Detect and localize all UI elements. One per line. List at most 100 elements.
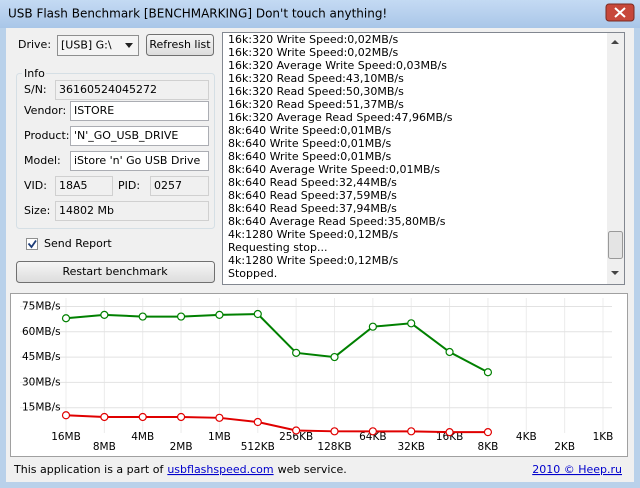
field-value: 36160524045272 — [59, 83, 157, 96]
data-point — [138, 312, 147, 321]
scrollbar[interactable] — [607, 33, 624, 284]
field-label: PID: — [118, 179, 140, 192]
field-value: 'N'_GO_USB_DRIVE — [74, 129, 178, 142]
restart-button-label: Restart benchmark — [62, 265, 168, 278]
data-point — [368, 322, 377, 331]
log-line: 4k:1280 Write Speed:0,12MB/s — [228, 254, 399, 267]
x-tick-label: 512KB — [241, 441, 275, 453]
field-value: ISTORE — [74, 104, 114, 117]
series-line — [65, 414, 488, 434]
log-line: Requesting stop... — [228, 241, 327, 254]
field-label: Size: — [24, 204, 50, 217]
field-box — [70, 101, 209, 121]
y-tick-label: 60MB/s — [22, 326, 61, 338]
x-tick-label: 32KB — [397, 441, 424, 453]
drive-selected: [USB] G:\ — [61, 39, 112, 52]
data-point — [138, 412, 147, 422]
scroll-thumb[interactable] — [608, 231, 623, 259]
log-line: 8k:640 Read Speed:37,59MB/s — [228, 189, 397, 202]
info-title-bg — [22, 68, 46, 80]
log-line: 8k:640 Write Speed:0,01MB/s — [228, 150, 392, 163]
field-box — [150, 176, 209, 196]
data-point — [100, 412, 109, 422]
data-point — [330, 352, 339, 362]
check-mark — [27, 239, 37, 249]
dropdown-arrow — [125, 43, 133, 48]
footer-right-link[interactable]: 2010 © Heep.ru — [532, 463, 622, 476]
field-label: Vendor: — [24, 104, 66, 117]
log-line: 8k:640 Write Speed:0,01MB/s — [228, 137, 392, 150]
data-point — [61, 411, 71, 420]
field-box — [70, 151, 209, 171]
field-label: S/N: — [24, 83, 47, 96]
field-value: iStore 'n' Go USB Drive — [74, 154, 201, 167]
log-line: 8k:640 Average Read Speed:35,80MB/s — [228, 215, 446, 228]
log-line: 16k:320 Write Speed:0,02MB/s — [228, 33, 399, 46]
log-line: 8k:640 Read Speed:32,44MB/s — [228, 176, 397, 189]
log-line: 4k:1280 Write Speed:0,12MB/s — [228, 228, 399, 241]
x-tick-label: 8MB — [93, 441, 116, 453]
drive-select[interactable] — [57, 35, 139, 56]
log-line: 16k:320 Average Read Speed:47,96MB/s — [228, 111, 453, 124]
footer-link[interactable]: usbflashspeed.com — [167, 463, 273, 476]
series-line — [65, 313, 489, 374]
data-point — [330, 427, 339, 436]
log-line: 16k:320 Read Speed:43,10MB/s — [228, 72, 404, 85]
data-point — [100, 310, 109, 319]
log-line: 16k:320 Write Speed:0,02MB/s — [228, 46, 399, 59]
data-point — [176, 312, 186, 321]
window-title: USB Flash Benchmark [BENCHMARKING] Don't… — [8, 7, 387, 21]
log-line: 8k:640 Write Speed:0,01MB/s — [228, 124, 392, 137]
field-value: 0257 — [154, 179, 182, 192]
data-point — [253, 309, 262, 319]
data-point — [407, 427, 416, 436]
x-tick-label: 8KB — [478, 441, 499, 453]
x-tick-label: 16KB — [436, 431, 463, 443]
y-tick-label: 15MB/s — [22, 402, 61, 414]
data-point — [407, 319, 416, 328]
info-title: Info — [24, 67, 45, 80]
field-box — [55, 80, 209, 100]
x-tick-label: 4KB — [516, 431, 537, 443]
x-tick-label: 1MB — [208, 431, 231, 443]
log-line: 8k:640 Read Speed:37,94MB/s — [228, 202, 397, 215]
x-tick-label: 64KB — [359, 431, 386, 443]
data-point — [445, 347, 454, 357]
chart-panel — [10, 293, 628, 457]
y-tick-label: 75MB/s — [22, 300, 61, 312]
x-tick-label: 16MB — [51, 431, 81, 443]
send-report-label: Send Report — [44, 237, 112, 250]
refresh-button[interactable] — [146, 34, 214, 56]
x-tick-label: 128KB — [317, 441, 351, 453]
x-tick-label: 4MB — [131, 431, 154, 443]
field-label: Product: — [24, 129, 69, 142]
field-label: VID: — [24, 179, 47, 192]
data-point — [368, 427, 377, 436]
field-label: Model: — [24, 154, 61, 167]
x-tick-label: 2KB — [554, 441, 575, 453]
log-line: 8k:640 Average Write Speed:0,01MB/s — [228, 163, 440, 176]
send-report-checkbox[interactable] — [26, 238, 38, 250]
data-point — [253, 417, 262, 427]
field-value: 14802 Mb — [59, 204, 114, 217]
footer-text: This application is a part of — [13, 463, 164, 476]
footer-text-after: web service. — [278, 463, 347, 476]
data-point — [176, 412, 186, 422]
log-box — [222, 32, 625, 285]
data-point — [61, 314, 71, 323]
x-tick-label: 256KB — [279, 431, 313, 443]
field-box — [55, 176, 113, 196]
refresh-button-label: Refresh list — [149, 38, 211, 51]
y-tick-label: 45MB/s — [22, 351, 61, 363]
field-value: 18A5 — [59, 179, 88, 192]
restart-button[interactable] — [16, 261, 215, 283]
field-box — [70, 126, 209, 146]
log-line: 16k:320 Average Write Speed:0,03MB/s — [228, 59, 447, 72]
log-line: 16k:320 Read Speed:50,30MB/s — [228, 85, 404, 98]
x-tick-label: 1KB — [593, 431, 614, 443]
close-icon — [614, 7, 626, 18]
drive-label: Drive: — [18, 38, 51, 51]
y-tick-label: 30MB/s — [22, 376, 61, 388]
log-line: Stopped. — [228, 267, 277, 280]
